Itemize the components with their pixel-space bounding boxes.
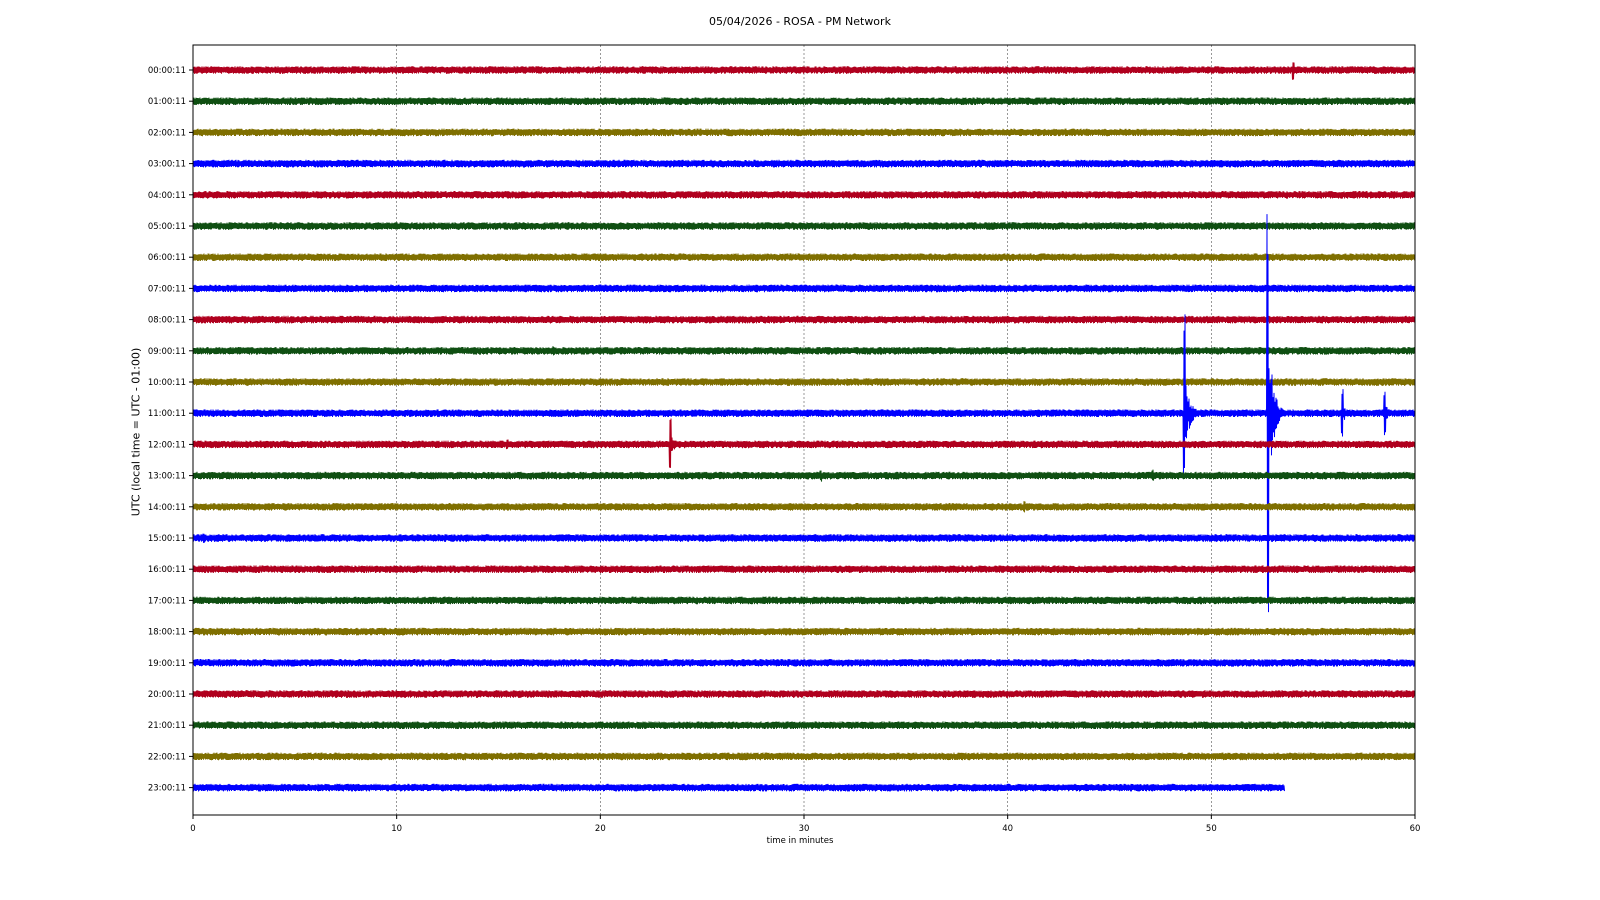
y-tick-label: 04:00:11 xyxy=(148,191,186,201)
y-tick-label: 16:00:11 xyxy=(148,565,186,575)
chart-title: 05/04/2026 - ROSA - PM Network xyxy=(709,15,891,28)
y-tick-label: 13:00:11 xyxy=(148,472,186,482)
y-tick-label: 21:00:11 xyxy=(148,721,186,731)
y-tick-label: 06:00:11 xyxy=(148,253,186,263)
traces xyxy=(192,62,1416,792)
x-tick-label: 60 xyxy=(1410,824,1421,834)
y-tick-label: 09:00:11 xyxy=(148,347,186,357)
y-tick-label: 07:00:11 xyxy=(148,284,186,294)
trace-row xyxy=(192,596,1416,605)
trace-row xyxy=(192,346,1416,356)
y-tick-label: 10:00:11 xyxy=(148,378,186,388)
trace-row xyxy=(192,565,1416,574)
trace-row xyxy=(192,690,1416,698)
y-tick-label: 01:00:11 xyxy=(148,97,186,107)
x-tick-label: 50 xyxy=(1206,824,1217,834)
trace-row xyxy=(192,222,1416,230)
trace-row xyxy=(192,284,1416,293)
tick-labels: 0 10 20 30 40 50 60 00:00:11 01:00:11 02:00:11 03:… xyxy=(148,66,1421,834)
y-tick-label: 08:00:11 xyxy=(148,316,186,326)
x-tick-label: 0 xyxy=(190,824,195,834)
trace-row xyxy=(192,214,1416,613)
y-tick-label: 23:00:11 xyxy=(148,784,186,794)
y-tick-label: 12:00:11 xyxy=(148,440,186,450)
y-tick-label: 03:00:11 xyxy=(148,160,186,170)
plot-frame xyxy=(192,44,1416,816)
x-axis-label: time in minutes xyxy=(766,836,834,846)
trace-row xyxy=(192,62,1416,80)
grid-lines xyxy=(396,45,1212,815)
trace-row xyxy=(192,315,1416,324)
trace-row xyxy=(192,253,1416,262)
y-tick-label: 17:00:11 xyxy=(148,596,186,606)
trace-row xyxy=(192,190,1416,199)
trace-row xyxy=(192,783,1285,792)
trace-row xyxy=(192,159,1416,168)
trace-row xyxy=(192,418,1416,468)
trace-row xyxy=(192,469,1416,482)
trace-row xyxy=(192,501,1416,513)
trace-row xyxy=(192,658,1416,667)
y-tick-label: 00:00:11 xyxy=(148,66,186,76)
y-tick-label: 14:00:11 xyxy=(148,503,186,513)
y-tick-label: 15:00:11 xyxy=(148,534,186,544)
trace-row xyxy=(192,533,1416,543)
x-tick-label: 10 xyxy=(391,824,402,834)
y-tick-label: 20:00:11 xyxy=(148,690,186,700)
x-tick-label: 40 xyxy=(1002,824,1013,834)
y-tick-label: 19:00:11 xyxy=(148,659,186,669)
trace-row xyxy=(192,97,1416,106)
y-tick-label: 11:00:11 xyxy=(148,409,186,419)
trace-row xyxy=(192,752,1416,761)
y-tick-label: 02:00:11 xyxy=(148,128,186,138)
trace-row xyxy=(192,627,1416,636)
x-tick-label: 20 xyxy=(595,824,606,834)
trace-row xyxy=(192,721,1416,730)
y-tick-label: 18:00:11 xyxy=(148,628,186,638)
y-tick-label: 05:00:11 xyxy=(148,222,186,232)
y-tick-label: 22:00:11 xyxy=(148,752,186,762)
trace-row xyxy=(192,378,1416,386)
trace-row xyxy=(192,128,1416,137)
x-tick-label: 30 xyxy=(799,824,810,834)
